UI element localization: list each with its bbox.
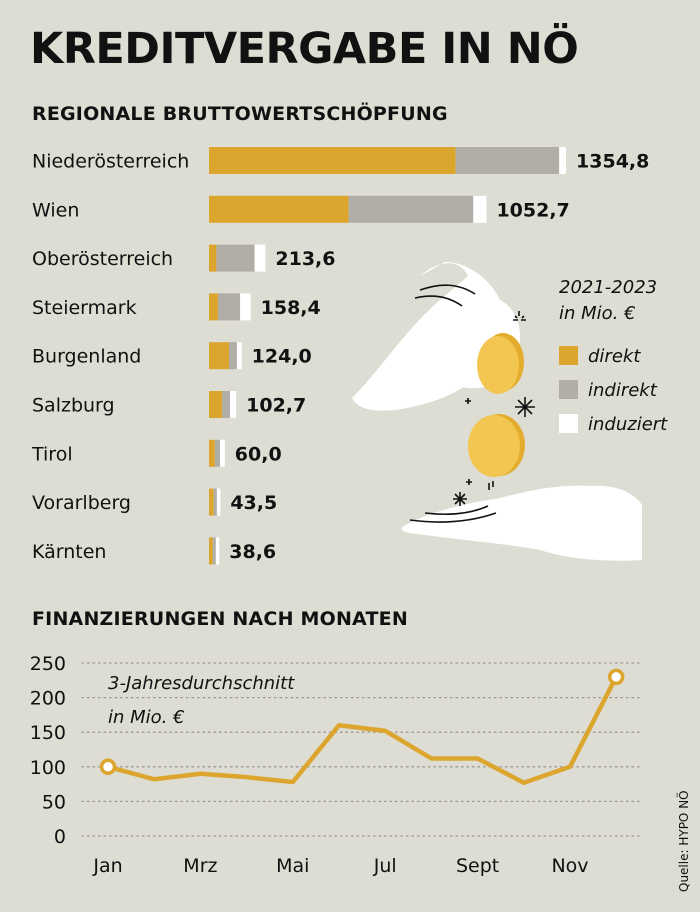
bar-segment-indirekt — [216, 244, 255, 272]
x-tick-label: Sept — [456, 855, 499, 877]
y-tick-label: 0 — [54, 826, 66, 848]
line-point-marker — [99, 758, 117, 776]
y-tick-label: 250 — [30, 653, 66, 675]
bar-category-label: Tirol — [31, 443, 73, 465]
illustration — [352, 262, 642, 561]
line-chart: 0 50 100 150 200 250 Jan Mrz Mai Jul Sept Nov — [30, 653, 641, 877]
sparkle-icon — [453, 311, 535, 506]
legend-label-indirekt: indirekt — [588, 380, 658, 401]
bar-segment-direkt — [209, 391, 223, 418]
coin-icon — [477, 333, 524, 394]
bar-total-label: 60,0 — [235, 443, 282, 465]
bar-total-label: 158,4 — [261, 297, 321, 319]
bar-total-label: 1052,7 — [496, 199, 569, 221]
bar-segment-indirekt — [212, 537, 216, 565]
bar-segment-direkt — [209, 195, 349, 223]
bar-total-label: 213,6 — [275, 248, 335, 270]
bar-segment-indirekt — [348, 195, 474, 223]
bar-segment-indirekt — [455, 147, 560, 174]
bar-segment-indirekt — [217, 293, 241, 321]
bar-segment-direkt — [209, 537, 213, 565]
bar-category-label: Salzburg — [32, 395, 115, 417]
bar-segment-induziert — [236, 342, 242, 370]
legend-swatch-induziert — [559, 414, 578, 433]
bar-segment-indirekt — [213, 488, 217, 516]
bar-category-label: Burgenland — [32, 346, 141, 368]
bar-segment-direkt — [209, 293, 218, 321]
bar-segment-induziert — [230, 391, 237, 418]
legend: 2021-2023 in Mio. € direkt indirekt indu… — [559, 277, 668, 435]
bar-category-label: Steiermark — [32, 297, 137, 319]
x-tick-label: Nov — [551, 855, 588, 877]
bar-segment-indirekt — [229, 342, 237, 370]
bar-chart-title: REGIONALE BRUTTOWERTSCHÖPFUNG — [32, 103, 448, 125]
x-tick-label: Jan — [92, 855, 122, 877]
bar-segment-induziert — [215, 537, 220, 565]
bar-chart: Niederösterreich 1354,8 Wien 1052,7 Oberöste… — [31, 147, 649, 565]
source-note: Quelle: HYPO NÖ — [675, 790, 691, 892]
coin-icon — [468, 414, 525, 477]
bar-total-label: 1354,8 — [576, 151, 649, 173]
bar-segment-induziert — [473, 195, 487, 223]
legend-note-unit: in Mio. € — [559, 303, 636, 324]
bar-segment-indirekt — [222, 391, 231, 418]
bar-segment-induziert — [220, 439, 225, 467]
bar-segment-direkt — [209, 439, 215, 467]
x-tick-label: Mrz — [183, 855, 217, 877]
bar-segment-induziert — [240, 293, 251, 321]
bar-segment-direkt — [209, 244, 217, 272]
page-title: KREDITVERGABE IN NÖ — [30, 24, 579, 74]
legend-swatch-indirekt — [559, 380, 578, 399]
bar-segment-induziert — [254, 244, 266, 272]
y-tick-label: 50 — [42, 791, 66, 813]
bar-total-label: 124,0 — [252, 346, 312, 368]
bar-category-label: Vorarlberg — [32, 492, 131, 514]
line-chart-title: FINANZIERUNGEN NACH MONATEN — [32, 608, 408, 630]
legend-label-direkt: direkt — [588, 346, 641, 367]
legend-note-period: 2021-2023 — [559, 277, 657, 298]
line-point-marker — [607, 668, 625, 686]
bar-segment-indirekt — [214, 439, 221, 467]
open-hand-icon — [401, 485, 642, 561]
bar-segment-induziert — [216, 488, 221, 516]
bar-total-label: 38,6 — [229, 541, 276, 563]
line-annotation-unit: in Mio. € — [108, 707, 185, 728]
bar-segment-direkt — [209, 342, 230, 370]
line-annotation-title: 3-Jahresdurchschnitt — [108, 673, 295, 694]
legend-label-induziert: induziert — [588, 414, 668, 435]
bar-segment-direkt — [209, 488, 214, 516]
y-tick-label: 200 — [30, 688, 66, 710]
x-tick-label: Jul — [373, 855, 397, 877]
x-tick-label: Mai — [276, 855, 309, 877]
y-tick-label: 100 — [30, 757, 66, 779]
bar-segment-induziert — [559, 147, 567, 174]
bar-category-label: Oberösterreich — [32, 248, 173, 270]
bar-total-label: 43,5 — [230, 492, 277, 514]
bar-category-label: Kärnten — [32, 541, 106, 563]
legend-swatch-direkt — [559, 346, 578, 365]
y-tick-label: 150 — [30, 722, 66, 744]
bar-total-label: 102,7 — [246, 395, 306, 417]
bar-category-label: Wien — [32, 199, 79, 221]
bar-segment-direkt — [209, 147, 456, 174]
line-series — [105, 674, 619, 785]
bar-category-label: Niederösterreich — [32, 151, 189, 173]
